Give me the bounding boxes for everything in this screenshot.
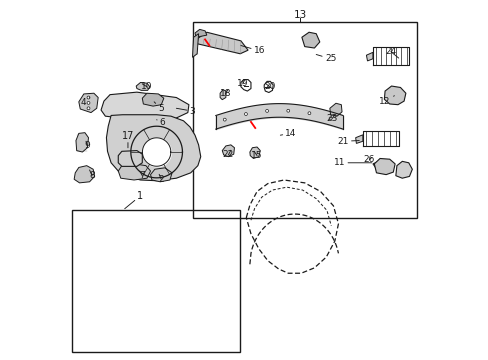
Polygon shape [101,92,188,120]
Text: 23: 23 [326,114,337,123]
Polygon shape [384,86,405,105]
Polygon shape [249,147,260,158]
Circle shape [307,112,310,114]
Text: 17: 17 [122,131,134,141]
Polygon shape [118,150,142,166]
Polygon shape [366,52,372,61]
Text: 5: 5 [154,102,164,113]
Text: 2: 2 [158,174,164,184]
Polygon shape [329,103,341,116]
Text: 16: 16 [241,45,265,55]
Polygon shape [195,30,206,37]
Text: 24: 24 [385,47,398,58]
Text: 22: 22 [222,150,234,159]
Polygon shape [301,32,319,48]
Polygon shape [192,34,198,57]
Polygon shape [150,168,172,182]
Text: 6: 6 [156,118,165,127]
Circle shape [244,113,247,116]
Text: 12: 12 [379,96,394,105]
Circle shape [265,109,268,112]
Text: 14: 14 [280,129,296,138]
Text: 7: 7 [139,171,145,180]
Text: 13: 13 [293,10,306,20]
Polygon shape [395,161,411,178]
Polygon shape [74,166,94,183]
Text: 26: 26 [363,156,374,165]
Polygon shape [373,158,394,175]
Text: 9: 9 [84,141,90,150]
Text: 4: 4 [81,98,89,107]
Polygon shape [136,82,149,90]
Text: 15: 15 [251,151,262,160]
Text: 11: 11 [333,158,371,167]
Text: 21: 21 [337,137,359,146]
Polygon shape [152,118,164,129]
Polygon shape [197,32,247,54]
Polygon shape [118,164,150,180]
Text: 8: 8 [89,170,95,180]
Circle shape [87,102,90,104]
Text: 18: 18 [219,89,231,98]
Circle shape [223,118,226,121]
Polygon shape [142,93,163,106]
Text: 25: 25 [316,54,336,63]
Text: 10: 10 [141,82,152,91]
Circle shape [286,109,289,112]
Text: 19: 19 [237,80,248,89]
Text: 1: 1 [137,191,143,201]
Polygon shape [79,93,98,113]
Text: 3: 3 [176,107,195,116]
Circle shape [87,96,90,99]
Polygon shape [76,133,88,152]
Text: 20: 20 [264,82,275,91]
Polygon shape [222,145,234,157]
Circle shape [328,117,331,120]
Polygon shape [106,115,201,181]
Polygon shape [372,161,384,170]
Polygon shape [355,135,362,143]
Circle shape [87,107,90,110]
Polygon shape [220,90,225,100]
